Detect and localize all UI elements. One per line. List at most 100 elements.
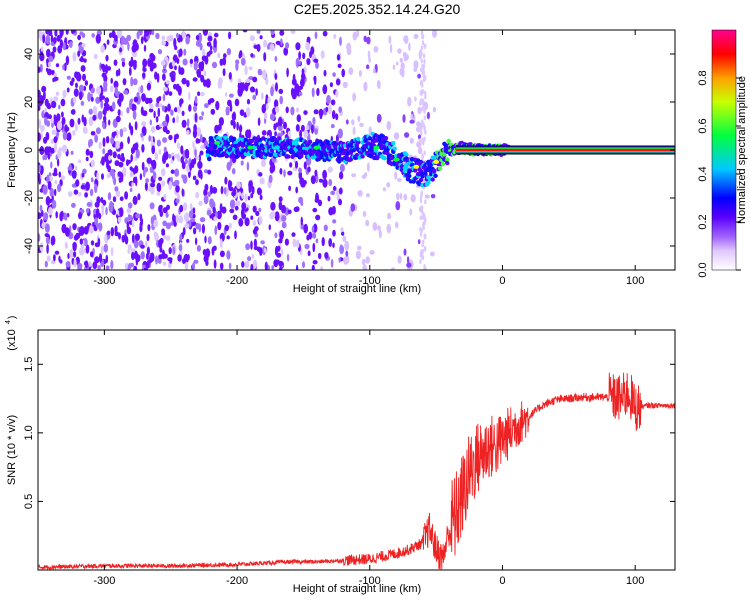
spectrogram-cell [195, 127, 202, 137]
spectrogram-cell [82, 168, 87, 175]
spectrogram-cell [142, 72, 146, 79]
spectrogram-cell [92, 105, 98, 115]
spectrogram-cell [224, 153, 229, 158]
spectrogram-ridge [205, 131, 675, 188]
spectrogram-cell [56, 120, 63, 131]
spectrogram-cell [70, 109, 76, 115]
spectrogram-cell [229, 93, 234, 98]
spectrogram-cell [60, 175, 66, 181]
spectrogram-cell [148, 187, 152, 192]
spectrogram-cell [339, 36, 342, 46]
spectrogram-cell [93, 53, 98, 60]
spectrogram-cell [146, 260, 150, 269]
spectrogram-cell [288, 185, 291, 191]
spectrogram-cell [420, 191, 423, 197]
spectrogram-cell [194, 60, 198, 69]
spectrogram-cell [318, 178, 324, 183]
spectrogram-cell [310, 175, 316, 185]
spectrogram-cell [285, 42, 290, 49]
spectrogram-cell [344, 240, 350, 251]
spectrogram-cell [248, 180, 253, 190]
spectrogram-cell [238, 191, 242, 197]
spectrogram-cell [78, 84, 84, 92]
spectrogram-cell [73, 88, 79, 97]
spectrogram-cell [62, 64, 65, 70]
spectrogram-cell [90, 131, 96, 136]
spectrogram-cell [423, 266, 426, 270]
spectrogram-y-tick-label: 20 [23, 96, 35, 108]
spectrogram-cell [298, 85, 304, 90]
spectrogram-cell [206, 209, 212, 216]
spectrogram-cell [177, 254, 182, 262]
spectrogram-cell [244, 81, 249, 92]
spectrogram-cell [184, 261, 189, 270]
spectrogram-cell [64, 227, 70, 237]
spectrogram-cell [91, 33, 95, 38]
spectrogram-cell [265, 103, 269, 110]
snr-x-axis-title: Height of straight line (km) [293, 583, 421, 595]
spectrogram-cell [38, 30, 43, 39]
spectrogram-cell [153, 231, 157, 238]
spectrogram-cell [86, 202, 92, 207]
spectrogram-cell [114, 160, 120, 167]
spectrogram-cell [122, 78, 127, 86]
spectrogram-cell [431, 169, 437, 174]
spectrogram-cell [419, 231, 423, 237]
spectrogram-cell [110, 85, 114, 93]
spectrogram-cell [284, 238, 289, 246]
spectrogram-cell [394, 221, 399, 229]
spectrogram-cell [430, 194, 436, 199]
spectrogram-cell [178, 244, 183, 252]
spectrogram-cell [39, 204, 43, 212]
spectrogram-cell [179, 35, 183, 42]
spectrogram-cell [323, 173, 326, 179]
spectrogram-cell [170, 169, 175, 174]
spectrogram-cell [89, 251, 94, 258]
spectrogram-cell [66, 132, 72, 141]
spectrogram-cell [125, 159, 130, 167]
spectrogram-cell [153, 110, 156, 119]
spectrogram-cell [404, 132, 410, 138]
spectrogram-cell [303, 110, 308, 115]
spectrogram-cell [408, 42, 411, 52]
spectrogram-cell [386, 223, 392, 234]
spectrogram-cell [102, 137, 106, 148]
spectrogram-cell [257, 188, 262, 196]
spectrogram-cell [48, 61, 52, 68]
spectrogram-cell [264, 261, 268, 270]
spectrogram-cell [181, 30, 186, 39]
spectrogram-cell [339, 244, 344, 255]
spectrogram-cell [323, 224, 328, 232]
spectrogram-cell [108, 32, 113, 39]
spectrogram-cell [44, 260, 48, 268]
spectrogram-cell [48, 55, 54, 63]
spectrogram-cell [299, 129, 303, 139]
spectrogram-cell [260, 92, 264, 100]
spectrogram-cell [423, 150, 426, 156]
spectrogram-cell [121, 156, 125, 163]
spectrogram-cell [269, 148, 275, 153]
spectrogram-cell [392, 146, 397, 151]
spectrogram-cell [207, 236, 212, 245]
spectrogram-cell [413, 168, 418, 173]
spectrogram-cell [241, 261, 245, 268]
spectrogram-cell [130, 262, 134, 268]
spectrogram-cell [42, 184, 48, 195]
spectrogram-cell [148, 135, 152, 142]
spectrogram-cell [407, 173, 412, 179]
spectrogram-cell [248, 66, 253, 71]
spectrogram-cell [298, 196, 304, 204]
spectrogram-cell [98, 253, 103, 263]
spectrogram-cell [278, 238, 283, 244]
spectrogram-cell [397, 48, 402, 54]
spectrogram-peak [214, 140, 221, 145]
spectrogram-cell [181, 110, 185, 117]
spectrogram-cell [110, 227, 115, 237]
spectrogram-cell [162, 93, 166, 102]
spectrogram-cell [186, 129, 190, 136]
spectrogram-cell [360, 154, 365, 159]
spectrogram-cell [94, 256, 100, 264]
spectrogram-cell [175, 83, 180, 92]
spectrogram-cell [256, 246, 261, 252]
spectrogram-cell [404, 165, 409, 171]
